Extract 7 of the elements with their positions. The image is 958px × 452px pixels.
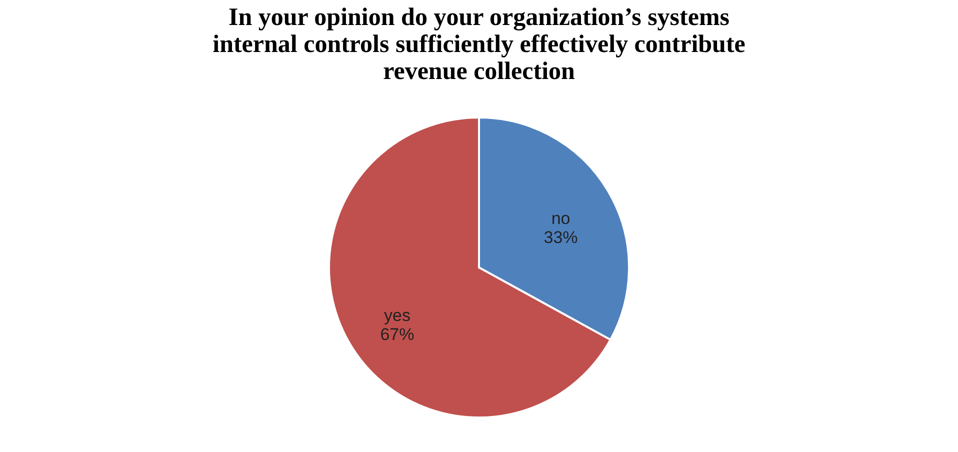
text: revenue collection (383, 58, 575, 85)
slice-label: yes (384, 306, 410, 325)
slice-label: no (551, 209, 570, 228)
text: internal controls sufficiently effectively contribute (212, 31, 746, 58)
data-label: 33% (544, 228, 578, 248)
text: In your opinion do your organization’s systems (228, 4, 730, 31)
data-label: 67% (380, 324, 414, 344)
